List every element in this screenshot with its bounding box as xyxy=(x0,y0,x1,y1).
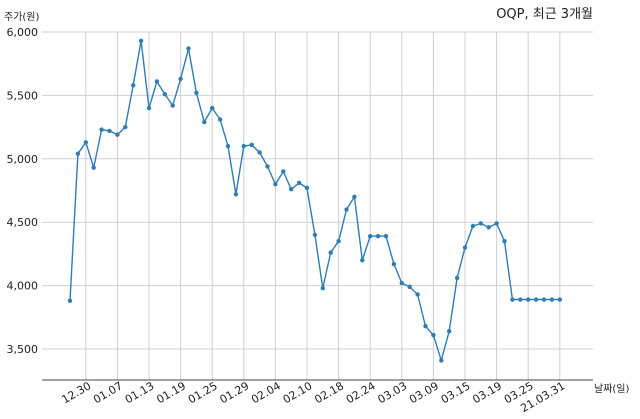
y-tick-label: 5,000 xyxy=(7,153,39,166)
price-point xyxy=(154,79,160,84)
price-point xyxy=(454,275,460,281)
x-tick-label: 02.18 xyxy=(312,379,346,406)
price-point xyxy=(83,140,89,145)
price-point xyxy=(557,297,562,302)
price-point xyxy=(67,298,73,304)
price-point xyxy=(518,297,523,302)
price-point xyxy=(146,105,152,111)
price-line xyxy=(69,40,560,362)
y-tick-label: 6,000 xyxy=(7,26,39,39)
price-point xyxy=(194,90,199,96)
x-tick-label: 03.15 xyxy=(439,379,473,406)
x-tick-label: 02.10 xyxy=(281,379,315,406)
x-tick-label: 03.19 xyxy=(470,379,504,406)
price-point xyxy=(162,91,167,97)
price-point xyxy=(431,332,436,338)
x-tick-label: 02.04 xyxy=(249,379,283,406)
price-point xyxy=(273,181,278,187)
price-point xyxy=(533,297,539,302)
price-point xyxy=(233,192,239,197)
price-point xyxy=(265,164,270,169)
price-point xyxy=(486,225,491,230)
price-point xyxy=(494,221,499,226)
price-point xyxy=(217,117,223,122)
x-axis-ticks: 12.3001.0701.1301.1901.2501.2902.0402.10… xyxy=(60,379,568,415)
y-axis-title: 주가(원) xyxy=(4,11,40,23)
price-point xyxy=(541,297,547,302)
price-point xyxy=(383,233,389,239)
x-tick-label: 01.29 xyxy=(218,379,252,406)
x-tick-label: 01.25 xyxy=(186,379,220,406)
price-point xyxy=(328,250,333,255)
price-point xyxy=(91,165,96,170)
price-point xyxy=(225,143,231,149)
price-point xyxy=(368,233,373,239)
price-point xyxy=(352,194,357,200)
y-tick-label: 4,000 xyxy=(7,280,39,293)
price-point xyxy=(360,258,365,263)
x-tick-label: 12.30 xyxy=(60,379,94,406)
price-point xyxy=(470,223,476,229)
price-point xyxy=(296,180,302,186)
price-point xyxy=(526,297,531,302)
y-tick-label: 3,500 xyxy=(7,343,39,356)
price-point xyxy=(99,127,104,132)
x-axis-title: 날짜(일) xyxy=(594,383,630,395)
price-point xyxy=(131,83,136,88)
price-point xyxy=(415,292,420,297)
price-point xyxy=(344,207,349,212)
price-point xyxy=(391,261,397,267)
price-point xyxy=(170,103,175,108)
y-tick-label: 4,500 xyxy=(7,216,39,229)
price-point xyxy=(178,76,183,82)
x-tick-label: 03.09 xyxy=(407,379,441,406)
y-axis-ticks: 3,500 4,000 4,500 5,000 5,500 6,000 xyxy=(7,26,39,356)
x-tick-label: 01.19 xyxy=(154,379,188,406)
price-point xyxy=(336,239,341,244)
price-point xyxy=(510,297,515,302)
price-point xyxy=(249,142,254,148)
price-point xyxy=(107,128,112,134)
price-point xyxy=(186,46,191,51)
price-point xyxy=(202,119,207,125)
y-tick-label: 5,500 xyxy=(7,89,39,102)
price-point xyxy=(123,124,128,130)
price-point xyxy=(289,187,294,192)
price-point xyxy=(462,245,468,250)
price-point xyxy=(375,233,381,239)
chart-title: OQP, 최근 3개월 xyxy=(496,7,593,22)
price-point xyxy=(257,150,262,155)
price-point xyxy=(304,185,310,191)
price-point xyxy=(407,284,412,290)
x-tick-label: 03.03 xyxy=(376,379,410,406)
price-point xyxy=(502,239,507,244)
x-tick-label: 01.07 xyxy=(91,379,125,406)
price-point xyxy=(115,132,120,137)
price-point xyxy=(138,38,144,44)
grid xyxy=(42,31,593,380)
price-point xyxy=(439,358,444,363)
price-point xyxy=(241,143,246,149)
price-point xyxy=(320,285,325,291)
price-point xyxy=(399,280,404,286)
x-tick-label: 01.13 xyxy=(123,379,157,406)
price-point xyxy=(423,323,428,329)
price-point xyxy=(281,169,286,174)
price-series xyxy=(67,38,562,363)
price-point xyxy=(478,221,483,226)
price-point xyxy=(75,151,81,156)
price-point xyxy=(312,232,318,238)
x-tick-label: 02.24 xyxy=(344,379,378,406)
price-point xyxy=(447,329,452,334)
price-point xyxy=(210,105,215,111)
price-point xyxy=(549,297,555,302)
